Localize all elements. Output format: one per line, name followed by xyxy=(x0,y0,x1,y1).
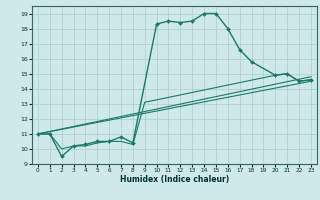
X-axis label: Humidex (Indice chaleur): Humidex (Indice chaleur) xyxy=(120,175,229,184)
